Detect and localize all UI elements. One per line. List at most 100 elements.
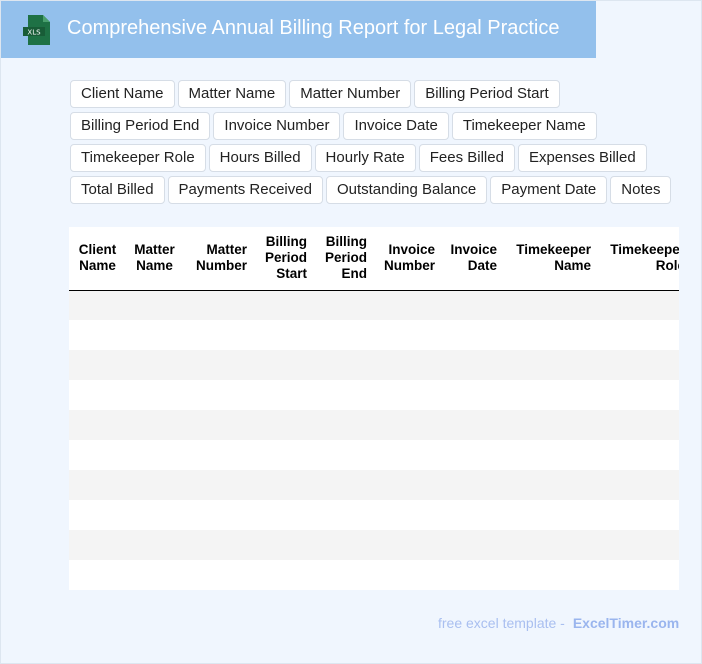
table-cell[interactable] — [311, 440, 371, 470]
table-cell[interactable] — [126, 320, 183, 350]
table-cell[interactable] — [439, 380, 501, 410]
table-cell[interactable] — [183, 290, 251, 320]
column-header[interactable]: Billing Period Start — [251, 227, 311, 291]
table-cell[interactable] — [311, 530, 371, 560]
table-cell[interactable] — [311, 350, 371, 380]
table-cell[interactable] — [439, 410, 501, 440]
table-cell[interactable] — [501, 470, 595, 500]
table-cell[interactable] — [439, 470, 501, 500]
table-cell[interactable] — [311, 410, 371, 440]
table-cell[interactable] — [501, 320, 595, 350]
field-tag[interactable]: Billing Period End — [70, 112, 211, 140]
table-cell[interactable] — [595, 560, 679, 590]
table-cell[interactable] — [371, 500, 439, 530]
table-cell[interactable] — [126, 560, 183, 590]
table-cell[interactable] — [251, 350, 311, 380]
table-cell[interactable] — [183, 410, 251, 440]
table-cell[interactable] — [595, 290, 679, 320]
column-header[interactable]: Timekeeper Name — [501, 227, 595, 291]
table-cell[interactable] — [439, 530, 501, 560]
table-cell[interactable] — [183, 530, 251, 560]
table-cell[interactable] — [126, 350, 183, 380]
field-tag[interactable]: Total Billed — [70, 176, 165, 204]
table-cell[interactable] — [595, 350, 679, 380]
table-cell[interactable] — [69, 440, 126, 470]
column-header[interactable]: Matter Name — [126, 227, 183, 291]
table-cell[interactable] — [439, 500, 501, 530]
table-cell[interactable] — [501, 500, 595, 530]
table-cell[interactable] — [501, 530, 595, 560]
table-cell[interactable] — [69, 320, 126, 350]
table-cell[interactable] — [251, 560, 311, 590]
table-cell[interactable] — [251, 380, 311, 410]
table-cell[interactable] — [439, 350, 501, 380]
column-header[interactable]: Matter Number — [183, 227, 251, 291]
table-cell[interactable] — [311, 320, 371, 350]
table-cell[interactable] — [371, 290, 439, 320]
table-cell[interactable] — [501, 380, 595, 410]
brand-link[interactable]: ExcelTimer.com — [572, 615, 680, 631]
table-cell[interactable] — [69, 530, 126, 560]
table-cell[interactable] — [371, 440, 439, 470]
table-cell[interactable] — [595, 500, 679, 530]
table-cell[interactable] — [69, 470, 126, 500]
table-cell[interactable] — [371, 470, 439, 500]
table-cell[interactable] — [595, 530, 679, 560]
table-cell[interactable] — [183, 500, 251, 530]
field-tag[interactable]: Matter Name — [177, 80, 287, 108]
table-cell[interactable] — [501, 350, 595, 380]
table-cell[interactable] — [183, 380, 251, 410]
table-cell[interactable] — [251, 500, 311, 530]
table-cell[interactable] — [126, 530, 183, 560]
field-tag[interactable]: Outstanding Balance — [325, 176, 488, 204]
table-cell[interactable] — [183, 440, 251, 470]
field-tag[interactable]: Payment Date — [490, 176, 608, 204]
table-cell[interactable] — [311, 560, 371, 590]
table-cell[interactable] — [371, 410, 439, 440]
table-cell[interactable] — [251, 470, 311, 500]
table-cell[interactable] — [69, 410, 126, 440]
table-cell[interactable] — [371, 320, 439, 350]
table-cell[interactable] — [126, 440, 183, 470]
table-cell[interactable] — [69, 500, 126, 530]
table-cell[interactable] — [595, 410, 679, 440]
field-tag[interactable]: Hourly Rate — [314, 144, 416, 172]
table-cell[interactable] — [311, 380, 371, 410]
table-cell[interactable] — [595, 320, 679, 350]
field-tag[interactable]: Timekeeper Name — [451, 112, 597, 140]
table-cell[interactable] — [126, 290, 183, 320]
table-cell[interactable] — [595, 380, 679, 410]
field-tag[interactable]: Billing Period Start — [414, 80, 560, 108]
field-tag[interactable]: Payments Received — [167, 176, 323, 204]
table-cell[interactable] — [371, 530, 439, 560]
column-header[interactable]: Billing Period End — [311, 227, 371, 291]
column-header[interactable]: Client Name — [69, 227, 126, 291]
field-tag[interactable]: Hours Billed — [208, 144, 312, 172]
table-cell[interactable] — [371, 560, 439, 590]
table-cell[interactable] — [439, 320, 501, 350]
field-tag[interactable]: Fees Billed — [418, 144, 515, 172]
table-cell[interactable] — [501, 410, 595, 440]
table-cell[interactable] — [126, 470, 183, 500]
table-cell[interactable] — [69, 290, 126, 320]
table-cell[interactable] — [69, 380, 126, 410]
table-cell[interactable] — [126, 380, 183, 410]
table-cell[interactable] — [126, 500, 183, 530]
table-cell[interactable] — [501, 290, 595, 320]
table-cell[interactable] — [501, 560, 595, 590]
table-cell[interactable] — [126, 410, 183, 440]
table-cell[interactable] — [311, 470, 371, 500]
table-cell[interactable] — [251, 410, 311, 440]
table-cell[interactable] — [251, 530, 311, 560]
table-cell[interactable] — [501, 440, 595, 470]
table-cell[interactable] — [371, 350, 439, 380]
column-header[interactable]: Invoice Number — [371, 227, 439, 291]
field-tag[interactable]: Invoice Number — [213, 112, 341, 140]
field-tag[interactable]: Timekeeper Role — [70, 144, 206, 172]
field-tag[interactable]: Invoice Date — [343, 112, 449, 140]
field-tag[interactable]: Matter Number — [289, 80, 412, 108]
table-cell[interactable] — [183, 320, 251, 350]
table-cell[interactable] — [251, 440, 311, 470]
table-cell[interactable] — [439, 560, 501, 590]
table-cell[interactable] — [251, 290, 311, 320]
